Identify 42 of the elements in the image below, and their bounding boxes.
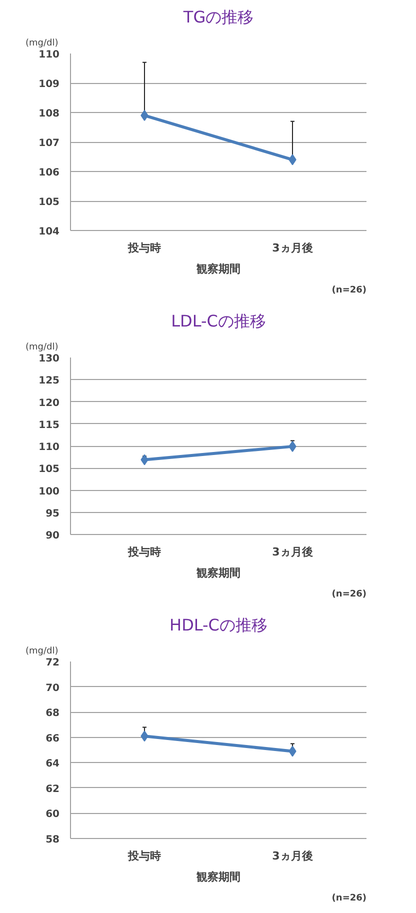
- chart-title: TGの推移: [182, 8, 254, 26]
- y-tick-label: 110: [38, 442, 60, 453]
- chart-title: LDL-Cの推移: [171, 312, 266, 330]
- y-tick-label: 107: [38, 138, 60, 149]
- x-tick-label: 3ヵ月後: [272, 546, 313, 558]
- y-axis-title: (mg/dl): [26, 38, 58, 48]
- y-tick-label: 60: [46, 809, 60, 820]
- y-tick-label: 64: [46, 758, 60, 770]
- y-tick-label: 110: [38, 50, 60, 60]
- y-tick-label: 120: [38, 398, 60, 409]
- y-tick-label: 62: [46, 784, 60, 795]
- y-tick-label: 106: [38, 168, 60, 178]
- y-tick-label: 70: [46, 682, 60, 694]
- y-tick-label: 125: [38, 376, 60, 387]
- x-tick-label: 投与時: [127, 242, 161, 254]
- chart-title: HDL-Cの推移: [170, 616, 268, 634]
- text: (n=26): [332, 286, 367, 296]
- x-axis-title: 観察期間: [196, 262, 240, 276]
- y-tick-label: 90: [46, 530, 60, 542]
- y-tick-label: 115: [38, 420, 60, 431]
- y-tick-label: 95: [46, 508, 60, 520]
- x-axis-title: 観察期間: [196, 870, 240, 884]
- x-tick-label: 3ヵ月後: [272, 242, 313, 254]
- text: (n=26): [332, 590, 367, 600]
- x-axis-title: 観察期間: [196, 566, 240, 580]
- y-tick-label: 104: [38, 226, 60, 238]
- y-axis-title: (mg/dl): [26, 646, 58, 656]
- y-axis-title: (mg/dl): [26, 342, 58, 352]
- text: (n=26): [332, 894, 367, 904]
- y-tick-label: 100: [38, 486, 60, 498]
- y-tick-label: 108: [38, 108, 60, 120]
- y-tick-label: 68: [46, 708, 60, 720]
- y-tick-label: 105: [38, 197, 60, 208]
- y-tick-label: 130: [38, 354, 60, 364]
- x-tick-label: 投与時: [127, 546, 161, 558]
- y-tick-label: 109: [38, 79, 60, 90]
- y-tick-label: 58: [46, 834, 60, 846]
- y-tick-label: 66: [46, 733, 60, 744]
- y-tick-label: 72: [46, 658, 60, 668]
- x-tick-label: 3ヵ月後: [272, 850, 313, 862]
- y-tick-label: 105: [38, 464, 60, 476]
- x-tick-label: 投与時: [127, 850, 161, 862]
